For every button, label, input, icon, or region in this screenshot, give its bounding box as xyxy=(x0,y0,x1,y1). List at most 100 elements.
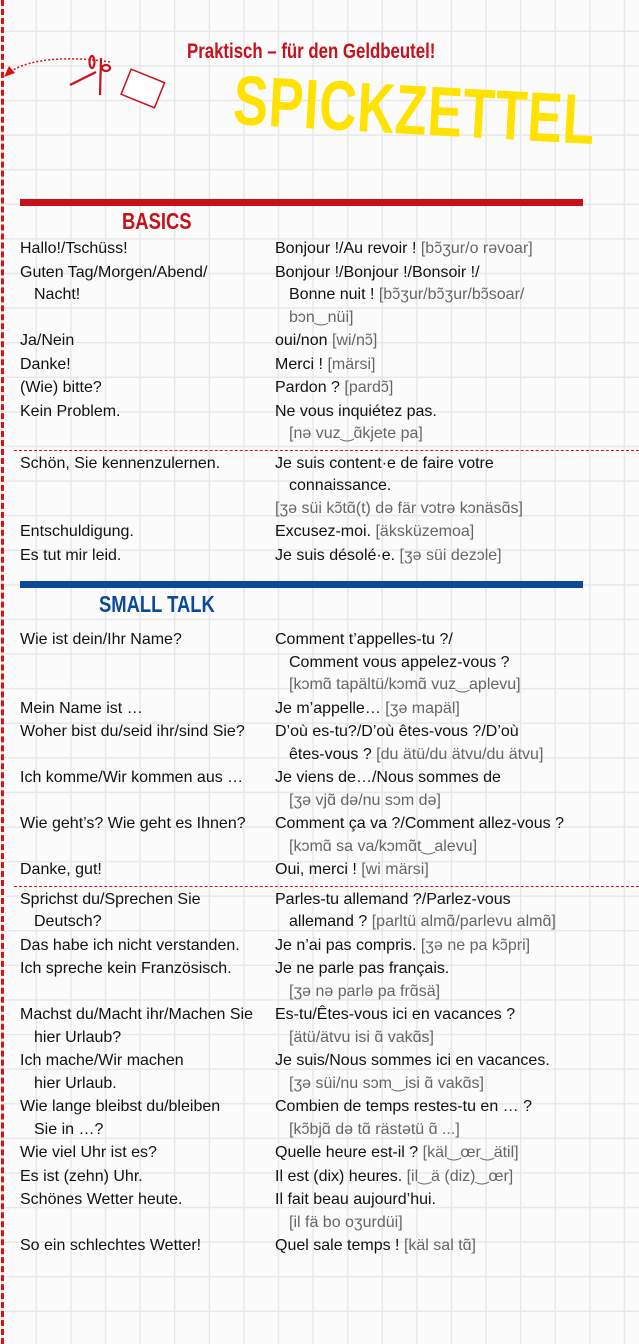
german-line: Ja/Nein xyxy=(20,332,75,349)
phrase-row: Schönes Wetter heute. Il fait beau aujour… xyxy=(0,1189,639,1234)
phonetic-transcription: [ʒə süi dezɔle] xyxy=(399,546,502,564)
german-line: Machst du/Macht ihr/Machen Sie xyxy=(20,1006,253,1023)
french-line: [ʒə vjɑ̃ də/nu sɔm də] xyxy=(275,790,639,813)
french-text: Je suis désolé·e. xyxy=(275,546,400,564)
french-text: Comment ça va ?/Comment allez-vous ? xyxy=(275,815,564,832)
german-line: Mein Name ist … xyxy=(20,699,143,717)
french-phrase: Parles-tu allemand ?/Parlez-vous allemand… xyxy=(275,889,639,934)
french-phrase: Il fait beau aujourd’hui. [il fä bo oʒurd… xyxy=(275,1189,639,1234)
french-line: [kɔmɑ̃ tapältü/kɔmɑ̃ vuz‿aplevu] xyxy=(275,674,639,697)
german-line: hier Urlaub? xyxy=(34,1028,122,1046)
french-text: Pardon ? xyxy=(275,379,345,396)
phrase-row: So ein schlechtes Wetter! Quel sale temps… xyxy=(0,1235,639,1258)
german-line: Wie lange bleibst du/bleiben xyxy=(20,1098,221,1115)
cut-line xyxy=(1,0,4,1344)
phrase-row: Kein Problem. Ne vous inquiétez pas. [nə v… xyxy=(0,401,639,446)
phrase-row: Wie ist dein/Ihr Name? Comment t’appelles… xyxy=(0,629,639,697)
german-phrase: Ja/Nein xyxy=(0,330,275,353)
french-line: Merci ! [märsi] xyxy=(275,354,639,377)
french-phrase: Pardon ? [pardɔ̃] xyxy=(275,377,639,400)
german-line: Nacht! xyxy=(34,286,81,303)
phonetic-transcription: [ʒə ne pa kɔ̃pri] xyxy=(420,936,531,954)
french-text: Je m’appelle… xyxy=(275,699,386,717)
french-phrase: Je ne parle pas français. [ʒə nə parlə pa… xyxy=(275,958,639,1003)
french-line: Quel sale temps ! [käl sal tɑ̃] xyxy=(275,1235,639,1258)
phonetic-transcription: [kɔmɑ̃ sa va/kɔmɑ̃t‿alevu] xyxy=(289,837,478,855)
german-phrase: Guten Tag/Morgen/Abend/Nacht! xyxy=(0,262,275,330)
german-phrase: Sprichst du/Sprechen Sie Deutsch? xyxy=(0,889,275,934)
french-line: [ʒə süi kɔ̃tɑ̃(t) də fär vɔtrə kɔnäsɑ̃s] xyxy=(275,498,639,521)
phonetic-transcription: [märsi] xyxy=(327,355,376,373)
french-line: Il est (dix) heures. [il‿ä (diz)‿œr] xyxy=(275,1166,639,1189)
phonetic-transcription: [nə vuz‿ɑ̃kjete pa] xyxy=(289,425,423,442)
french-text: Quel sale temps ! xyxy=(275,1237,404,1254)
french-text: Bonjour !/Au revoir ! xyxy=(275,240,421,257)
phonetic-transcription: [il fä bo oʒurdüi] xyxy=(289,1213,403,1231)
german-line: Ich mache/Wir machen xyxy=(20,1052,184,1069)
french-phrase: Je suis content·e de faire votre connaiss… xyxy=(275,453,639,521)
french-phrase: Bonjour !/Bonjour !/Bonsoir !/ Bonne nuit… xyxy=(275,262,639,330)
german-phrase: (Wie) bitte? xyxy=(0,377,275,400)
german-phrase: Wie viel Uhr ist es? xyxy=(0,1142,275,1165)
french-phrase: oui/non [wi/nɔ̃] xyxy=(275,330,639,353)
french-text: Bonjour !/Bonjour !/Bonsoir !/ xyxy=(275,263,480,281)
phonetic-transcription: [äksküzemoa] xyxy=(375,523,475,540)
german-line: Es tut mir leid. xyxy=(20,546,122,564)
phrase-row: Das habe ich nicht verstanden. Je n’ai pa… xyxy=(0,935,639,958)
french-phrase: Je suis/Nous sommes ici en vacances. [ʒə … xyxy=(275,1050,639,1095)
basics-phrase-list: Hallo!/Tschüss! Bonjour !/Au revoir ! [bɔ… xyxy=(0,237,639,568)
german-line: Deutsch? xyxy=(34,913,102,930)
german-line: Wie viel Uhr ist es? xyxy=(20,1144,157,1161)
french-phrase: Merci ! [märsi] xyxy=(275,354,639,377)
french-text: Comment t’appelles-tu ?/ xyxy=(275,631,453,648)
french-phrase: Quelle heure est-il ? [käl‿œr‿ätil] xyxy=(275,1142,639,1165)
french-line: connaissance. xyxy=(275,475,639,498)
german-phrase: Wie ist dein/Ihr Name? xyxy=(0,629,275,697)
german-line: Ich komme/Wir kommen aus … xyxy=(20,769,244,786)
subtitle: Praktisch – für den Geldbeutel! xyxy=(187,40,436,63)
german-line: Hallo!/Tschüss! xyxy=(20,240,128,257)
section-heading-basics: BASICS xyxy=(122,208,192,234)
french-text: Ne vous inquiétez pas. xyxy=(275,402,437,420)
phonetic-transcription: [wi/nɔ̃] xyxy=(331,332,378,349)
french-line: Es-tu/Êtes-vous ici en vacances ? xyxy=(275,1004,639,1027)
german-line: Ich spreche kein Französisch. xyxy=(20,960,232,977)
german-line: Danke, gut! xyxy=(20,861,102,878)
french-phrase: Je viens de…/Nous sommes de [ʒə vjɑ̃ də/n… xyxy=(275,767,639,812)
french-phrase: Comment ça va ?/Comment allez-vous ? [kɔm… xyxy=(275,813,639,858)
german-line: So ein schlechtes Wetter! xyxy=(20,1237,202,1254)
french-line: Pardon ? [pardɔ̃] xyxy=(275,377,639,400)
french-phrase: Ne vous inquiétez pas. [nə vuz‿ɑ̃kjete pa… xyxy=(275,401,639,446)
french-line: Je n’ai pas compris. [ʒə ne pa kɔ̃pri] xyxy=(275,935,639,958)
phrase-row: Wie lange bleibst du/bleiben Sie in …? Com… xyxy=(0,1096,639,1141)
french-text: Il fait beau aujourd’hui. xyxy=(275,1191,436,1208)
german-phrase: Danke, gut! xyxy=(0,859,275,882)
french-text: Bonne nuit ! xyxy=(289,286,379,303)
german-line: Woher bist du/seid ihr/sind Sie? xyxy=(20,723,245,740)
paper-slip-icon xyxy=(120,68,166,109)
phrase-row: Entschuldigung. Excusez-moi. [äksküzemoa] xyxy=(0,521,639,544)
section-bar-basics xyxy=(20,199,583,206)
french-line: [nə vuz‿ɑ̃kjete pa] xyxy=(275,423,639,446)
phonetic-transcription: [bɔ̃ʒur/o rəvoar] xyxy=(420,240,533,257)
phonetic-transcription: [ʒə mapäl] xyxy=(385,699,460,717)
german-line: Es ist (zehn) Uhr. xyxy=(20,1167,143,1185)
french-line: Je suis désolé·e. [ʒə süi dezɔle] xyxy=(275,545,639,568)
german-phrase: Hallo!/Tschüss! xyxy=(0,238,275,261)
scissors-decoration xyxy=(4,54,166,109)
german-phrase: Schönes Wetter heute. xyxy=(0,1189,275,1234)
french-phrase: Oui, merci ! [wi märsi] xyxy=(275,859,639,882)
french-line: [kɔmɑ̃ sa va/kɔmɑ̃t‿alevu] xyxy=(275,836,639,859)
french-text: Je viens de…/Nous sommes de xyxy=(275,769,501,786)
cut-divider xyxy=(14,885,639,887)
french-text: Parles-tu allemand ?/Parlez-vous xyxy=(275,890,511,908)
phrase-row: Ich mache/Wir machen hier Urlaub. Je suis/… xyxy=(0,1050,639,1095)
phonetic-transcription: [kɔmɑ̃ tapältü/kɔmɑ̃ vuz‿aplevu] xyxy=(289,676,521,693)
french-line: êtes-vous ? [du ätü/du ätvu/du ätvu] xyxy=(275,744,639,767)
french-line: Quelle heure est-il ? [käl‿œr‿ätil] xyxy=(275,1142,639,1165)
phrase-row: Wie viel Uhr ist es? Quelle heure est-il … xyxy=(0,1142,639,1165)
german-line: hier Urlaub. xyxy=(34,1074,117,1092)
phrase-row: Danke! Merci ! [märsi] xyxy=(0,354,639,377)
french-text: allemand ? xyxy=(289,913,372,930)
phonetic-transcription: [käl sal tɑ̃] xyxy=(403,1237,476,1254)
